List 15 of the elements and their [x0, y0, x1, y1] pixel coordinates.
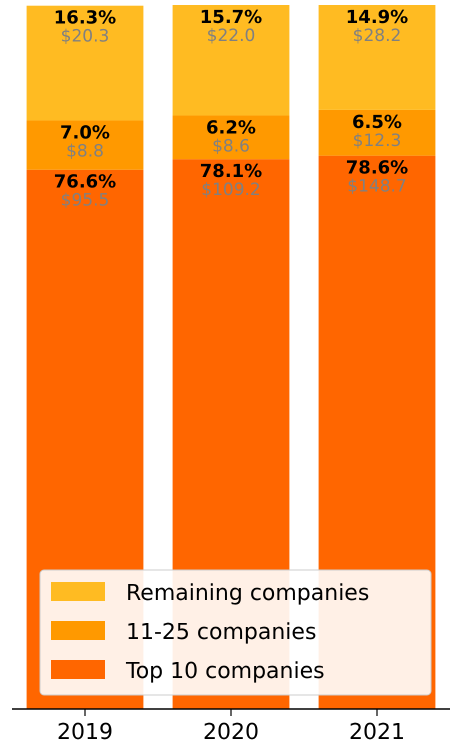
- legend-label: Remaining companies: [126, 581, 370, 606]
- data-label: 6.5% $12.3: [352, 112, 402, 151]
- data-label: 14.9% $28.2: [346, 7, 408, 46]
- legend-label: Top 10 companies: [125, 659, 325, 684]
- data-label: 78.6% $148.7: [346, 158, 408, 197]
- data-label: 76.6% $95.5: [54, 172, 116, 211]
- x-tick-label: 2020: [203, 720, 259, 745]
- data-label: 7.0% $8.8: [60, 122, 110, 162]
- legend-label: 11-25 companies: [126, 620, 316, 645]
- data-label: 15.7% $22.0: [200, 7, 262, 46]
- data-label: 78.1% $109.2: [200, 161, 262, 200]
- x-tick-label: 2019: [57, 720, 113, 745]
- data-label: 16.3% $20.3: [54, 8, 116, 47]
- x-tick-label: 2021: [349, 720, 405, 745]
- data-label: 6.2% $8.6: [206, 118, 256, 157]
